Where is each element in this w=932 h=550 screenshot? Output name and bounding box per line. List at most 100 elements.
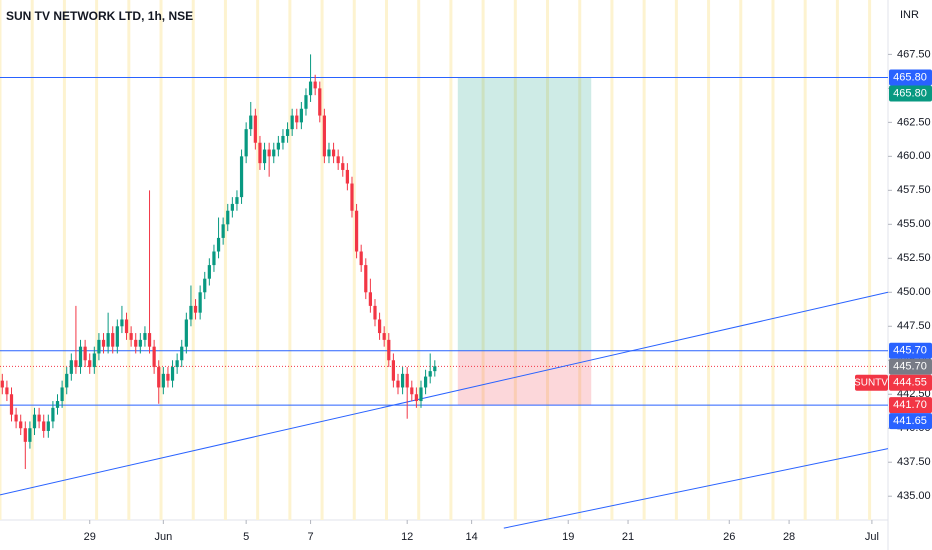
x-tick-label: 28 xyxy=(783,531,795,543)
candle-body xyxy=(318,88,322,116)
candle-body xyxy=(428,371,432,377)
price-label-bg xyxy=(889,69,932,86)
candle-body xyxy=(396,380,400,388)
candle-body xyxy=(111,333,115,347)
y-tick-label: 435.00 xyxy=(897,490,931,502)
symbol-label: SUNTV xyxy=(854,377,888,388)
candle-body xyxy=(203,278,207,293)
candle-body xyxy=(244,129,248,157)
candle-body xyxy=(92,353,96,368)
candle-body xyxy=(258,142,262,164)
price-label: 445.70 xyxy=(893,345,927,357)
price-label: 445.70 xyxy=(893,361,927,373)
candle-body xyxy=(341,163,345,170)
price-label-bg xyxy=(889,397,932,414)
candle-body xyxy=(336,156,340,164)
candle-body xyxy=(405,373,409,388)
trend-line xyxy=(0,291,889,496)
candle-body xyxy=(166,373,170,381)
candle-body xyxy=(267,149,271,157)
candle-body xyxy=(51,407,55,422)
candle-body xyxy=(216,237,221,252)
candle-body xyxy=(78,346,83,368)
candle-body xyxy=(345,169,349,184)
x-tick-label: 7 xyxy=(308,531,314,543)
candle-body xyxy=(423,376,428,388)
price-label-bg xyxy=(889,85,932,102)
candle-body xyxy=(410,387,414,395)
candle-body xyxy=(207,265,211,279)
candle-body xyxy=(189,305,193,320)
candle-body xyxy=(382,333,386,340)
candle-body xyxy=(5,387,9,395)
candle-body xyxy=(175,360,179,368)
candle-body xyxy=(180,346,184,361)
y-tick-label: 467.50 xyxy=(897,48,931,60)
candle-body xyxy=(281,135,285,143)
candle-body xyxy=(354,210,359,252)
candle-body xyxy=(138,339,142,347)
candle-body xyxy=(14,414,18,422)
stop-zone xyxy=(457,350,592,406)
y-tick-label: 447.50 xyxy=(897,320,931,332)
candle-body xyxy=(239,156,244,198)
candle-body xyxy=(313,81,317,89)
candle-body xyxy=(391,360,395,381)
y-tick-label: 450.00 xyxy=(897,286,931,298)
candle-body xyxy=(97,339,101,354)
candle-body xyxy=(106,333,110,347)
x-tick-label: Jul xyxy=(865,531,879,543)
candle-body xyxy=(124,319,129,334)
x-tick-label: 29 xyxy=(84,531,96,543)
candle-body xyxy=(9,394,14,415)
candle-body xyxy=(230,203,234,211)
candle-body xyxy=(276,142,280,150)
candle-body xyxy=(373,305,377,320)
candle-body xyxy=(83,346,87,361)
candle-body xyxy=(65,373,69,388)
chart-title: SUN TV NETWORK LTD, 1h, NSE xyxy=(6,9,193,23)
candle-body xyxy=(147,333,152,347)
candle-body xyxy=(42,421,46,431)
candle-body xyxy=(23,428,27,442)
candle-body xyxy=(221,224,225,238)
candle-body xyxy=(322,115,326,157)
y-tick-label: 452.50 xyxy=(897,252,931,264)
price-label-bg xyxy=(889,358,932,375)
candle-body xyxy=(32,414,37,429)
price-label-bg xyxy=(889,413,932,430)
candle-body xyxy=(249,115,253,130)
x-tick-label: 21 xyxy=(622,531,634,543)
currency-label: INR xyxy=(900,9,919,21)
candle-body xyxy=(253,115,257,143)
x-tick-label: Jun xyxy=(154,531,172,543)
symbol-label-bg xyxy=(855,374,888,391)
y-tick-label: 455.00 xyxy=(897,218,931,230)
candle-body xyxy=(55,401,60,408)
price-label: 465.80 xyxy=(893,71,927,83)
price-label: 444.55 xyxy=(893,377,927,389)
candle-body xyxy=(74,360,78,368)
candle-body xyxy=(387,339,391,361)
candle-body xyxy=(19,421,23,429)
candle-body xyxy=(120,319,124,327)
y-tick-label: 462.50 xyxy=(897,116,931,128)
x-tick-label: 14 xyxy=(465,531,477,543)
candle-body xyxy=(0,380,4,388)
candle-body xyxy=(37,414,41,422)
candle-body xyxy=(212,251,216,266)
x-tick-label: 5 xyxy=(243,531,249,543)
candle-body xyxy=(129,333,133,340)
candle-body xyxy=(419,387,423,402)
y-tick-label: 460.00 xyxy=(897,150,931,162)
candle-body xyxy=(193,305,198,313)
candle-body xyxy=(198,292,202,313)
candle-body xyxy=(377,319,382,334)
y-tick-label: 437.50 xyxy=(897,456,931,468)
candle-body xyxy=(143,333,147,340)
candle-body xyxy=(368,292,372,306)
candle-body xyxy=(69,360,73,374)
candle-body xyxy=(414,394,419,402)
candle-body xyxy=(295,115,299,123)
